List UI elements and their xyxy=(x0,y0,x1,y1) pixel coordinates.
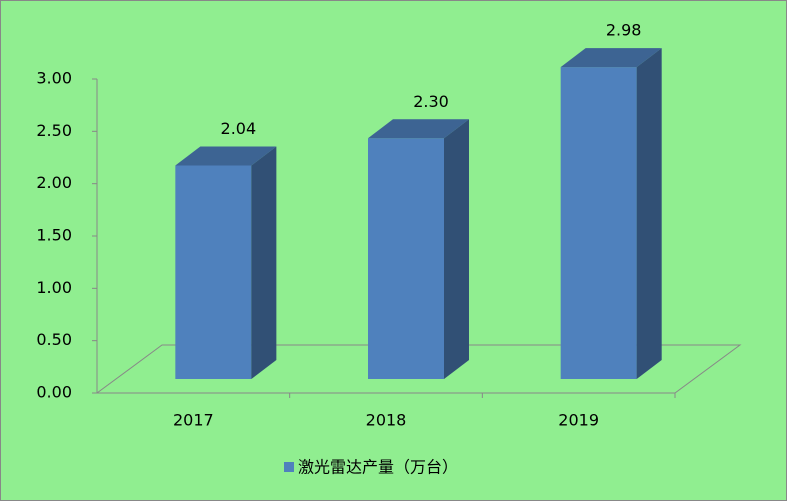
bar xyxy=(368,119,469,380)
bar-side-shade xyxy=(444,119,469,380)
y-tick-label: 1.50 xyxy=(36,226,72,245)
value-label: 2.98 xyxy=(606,21,642,40)
bar xyxy=(175,146,277,379)
bar-front xyxy=(560,67,637,380)
bar xyxy=(560,48,662,380)
y-tick-label: 0.00 xyxy=(36,383,72,402)
value-label: 2.30 xyxy=(413,92,449,111)
bar-side xyxy=(251,146,277,379)
bar-top-shade xyxy=(175,146,277,166)
legend-label: 激光雷达产量（万台） xyxy=(298,458,458,477)
bar-top-shade xyxy=(368,119,469,139)
value-label: 2.04 xyxy=(221,119,257,138)
bar-front xyxy=(175,165,252,379)
bar-side-shade xyxy=(251,146,277,379)
bar-side xyxy=(444,119,469,380)
bar-side xyxy=(636,48,662,380)
y-tick-label: 0.50 xyxy=(36,330,72,349)
bar-front xyxy=(368,138,444,379)
x-tick-label: 2017 xyxy=(173,411,214,430)
y-tick-label: 3.00 xyxy=(36,69,72,88)
y-tick-label: 1.00 xyxy=(36,278,72,297)
bar-top xyxy=(368,119,469,139)
y-tick-label: 2.00 xyxy=(36,173,72,192)
bar-top xyxy=(560,48,662,68)
bar-top-shade xyxy=(560,48,662,68)
bar-side-shade xyxy=(636,48,662,380)
legend-swatch xyxy=(284,462,294,472)
x-tick-label: 2019 xyxy=(558,411,599,430)
bar-top xyxy=(175,146,277,166)
y-tick-label: 2.50 xyxy=(36,121,72,140)
x-tick-label: 2018 xyxy=(366,411,407,430)
